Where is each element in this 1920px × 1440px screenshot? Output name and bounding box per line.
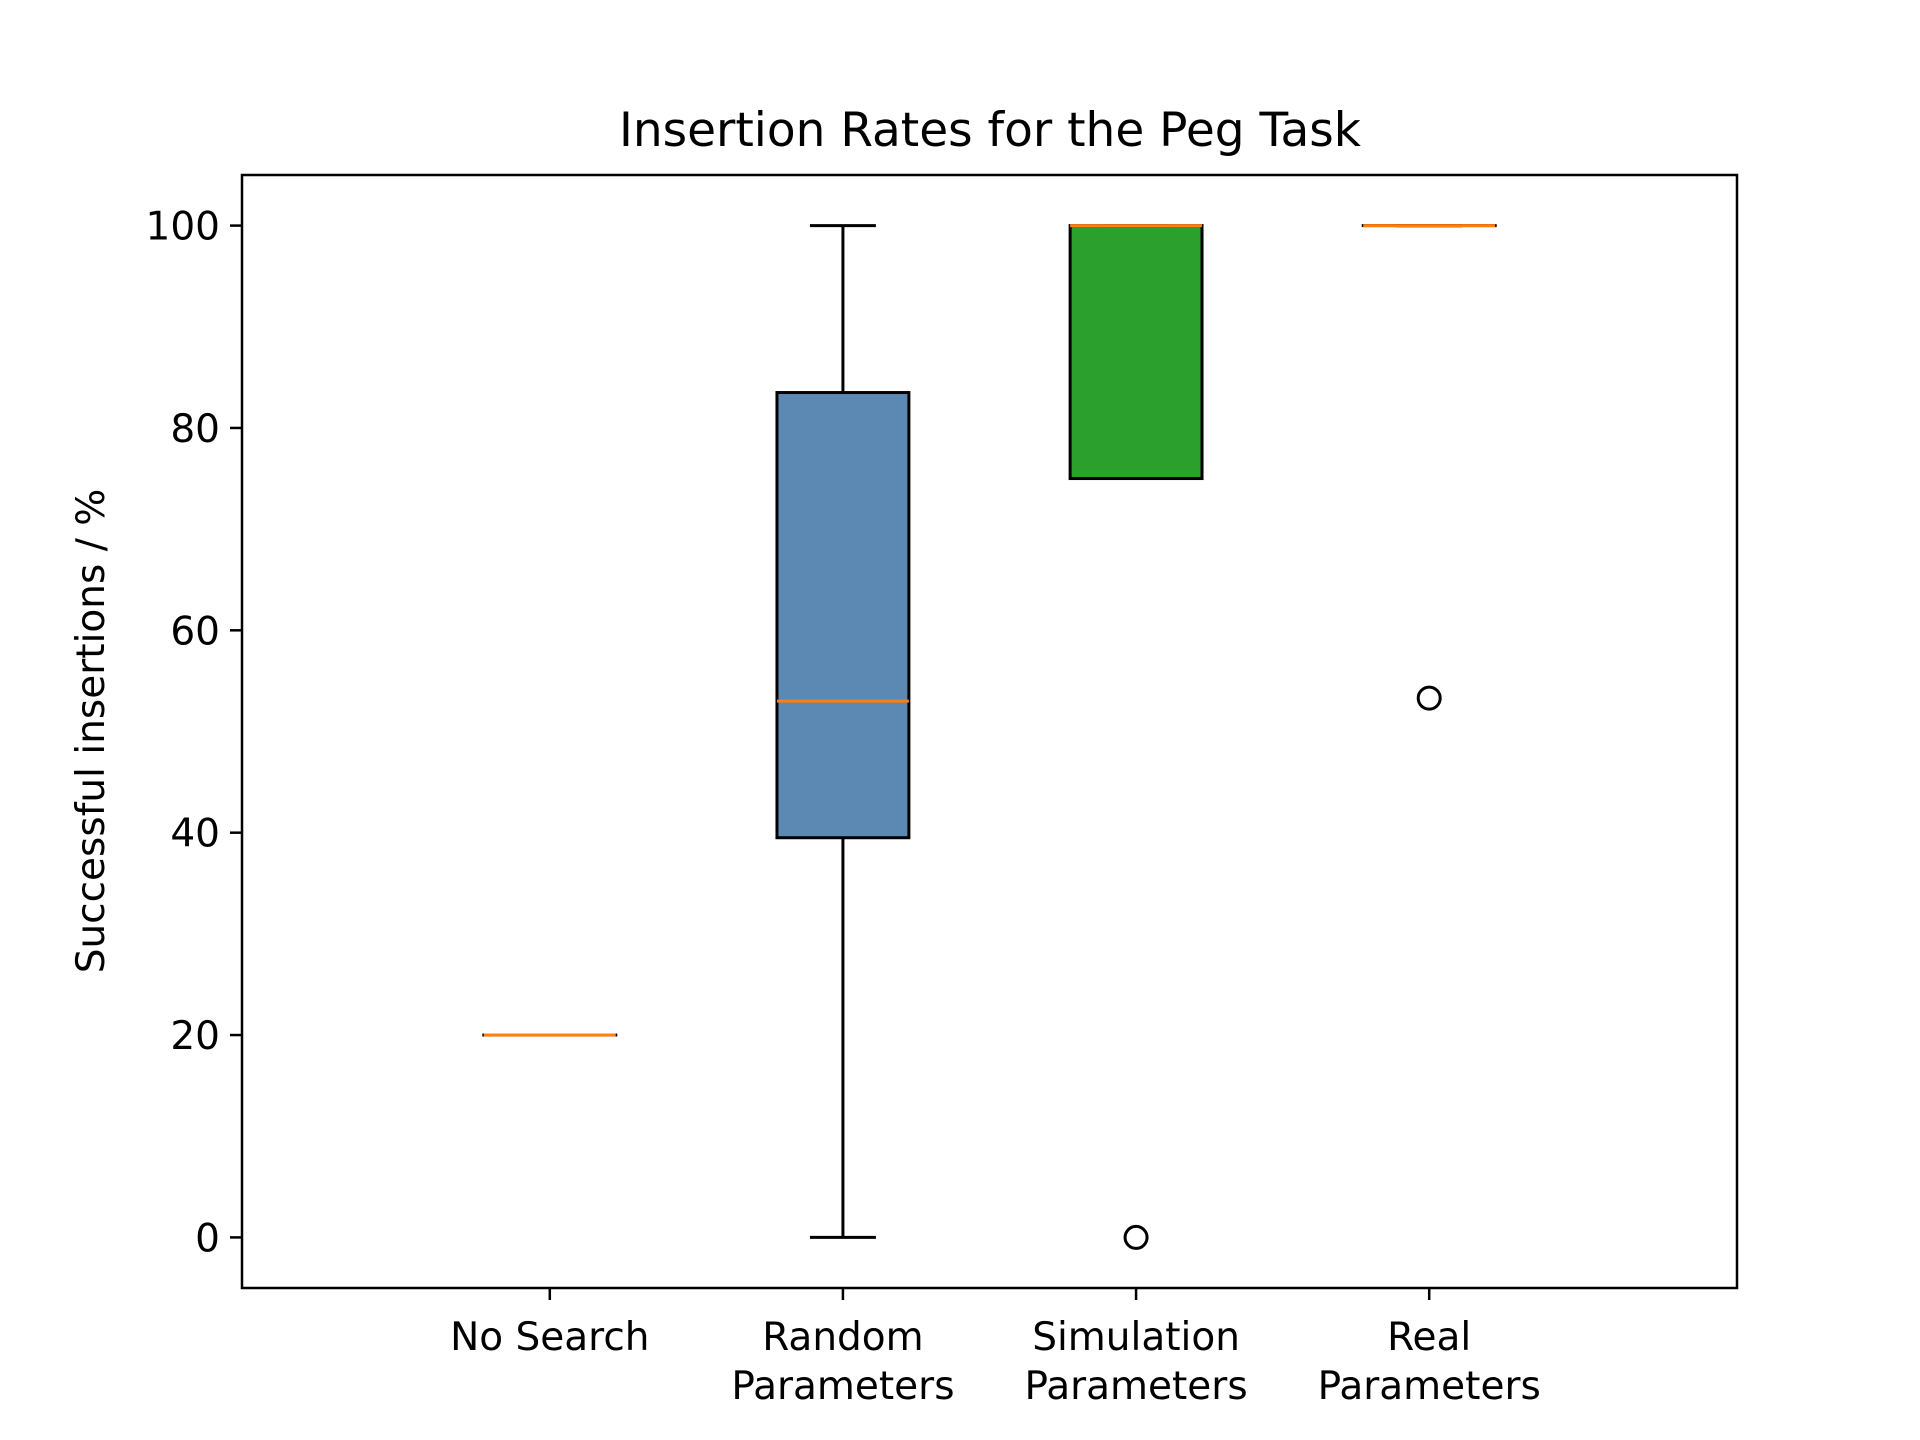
y-tick-label: 40: [170, 812, 220, 857]
outlier-point: [1123, 1224, 1149, 1250]
plot-frame: [240, 173, 1739, 1290]
x-tick-label: Random: [762, 1315, 923, 1360]
x-tick-label: No Search: [450, 1315, 649, 1360]
box-iqr: [1068, 224, 1204, 481]
y-tick-label: 60: [170, 609, 220, 654]
plot-area: [482, 224, 1497, 1250]
box-group-4: [1361, 224, 1497, 711]
x-tick-label: Parameters: [731, 1364, 954, 1409]
y-tick-label: 0: [195, 1216, 220, 1261]
outlier-point: [1416, 685, 1442, 711]
box-group-2: [775, 224, 911, 1239]
box-group-3: [1068, 224, 1204, 1250]
y-tick-label: 80: [170, 407, 220, 452]
x-tick-label: Real: [1387, 1315, 1471, 1360]
y-tick-label: 20: [170, 1014, 220, 1059]
x-tick-label: Parameters: [1024, 1364, 1247, 1409]
x-tick-label: Parameters: [1318, 1364, 1541, 1409]
box-iqr: [775, 391, 911, 840]
chart-title: Insertion Rates for the Peg Task: [619, 103, 1362, 158]
x-tick-label: Simulation: [1032, 1315, 1240, 1360]
y-tick-label: 100: [146, 205, 220, 250]
y-axis-label: Successful insertions / %: [69, 489, 114, 974]
